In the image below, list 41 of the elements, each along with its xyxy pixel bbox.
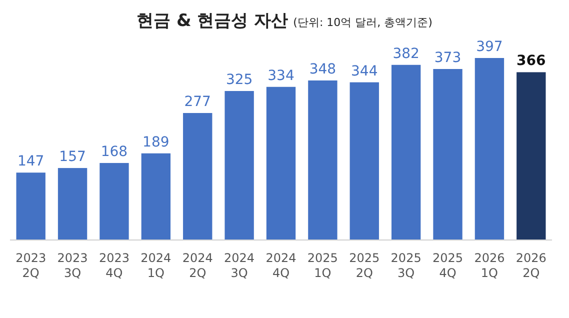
- data-label: 382: [392, 46, 420, 62]
- x-tick-label: 2025 3Q: [390, 251, 422, 280]
- x-tick-label: 2023 3Q: [57, 251, 88, 280]
- data-label: 157: [59, 149, 86, 166]
- data-label: 373: [434, 50, 462, 66]
- bar: [308, 80, 338, 240]
- bar: [183, 113, 212, 240]
- data-label: 366: [516, 53, 546, 70]
- data-label: 147: [17, 154, 44, 170]
- x-tick-label: 2024 1Q: [140, 251, 172, 280]
- data-label: 277: [184, 94, 211, 110]
- bar: [433, 69, 462, 240]
- bar: [141, 153, 171, 240]
- data-label: 334: [268, 68, 294, 84]
- x-tick-label: 2026 2Q: [516, 251, 546, 280]
- data-label: 189: [142, 134, 170, 150]
- data-label: 325: [226, 72, 253, 88]
- x-tick-label: 2023 2Q: [16, 251, 46, 280]
- chart-title: 현금 & 현금성 자산: [136, 11, 288, 31]
- bar: [16, 172, 46, 240]
- bar: [224, 91, 254, 240]
- data-label: 397: [476, 39, 503, 55]
- data-label: 344: [351, 63, 378, 80]
- x-tick-label: 2024 4Q: [266, 251, 296, 280]
- bar: [516, 72, 546, 240]
- x-tick-label: 2023 4Q: [98, 251, 130, 280]
- x-tick-label: 2024 3Q: [224, 251, 255, 280]
- bar: [391, 64, 421, 240]
- bar: [474, 58, 504, 240]
- x-tick-label: 2025 2Q: [349, 251, 380, 280]
- x-tick-label: 2025 4Q: [432, 251, 464, 280]
- bar: [100, 162, 129, 240]
- data-label: 168: [100, 144, 128, 160]
- bar: [350, 82, 379, 240]
- bar: [266, 86, 296, 240]
- x-tick-label: 2024 2Q: [182, 251, 213, 280]
- chart-subtitle: (단위: 10억 달러, 총액기준): [293, 16, 432, 29]
- bar: [58, 168, 88, 240]
- x-tick-label: 2026 1Q: [474, 251, 505, 280]
- x-tick-label: 2025 1Q: [307, 251, 338, 280]
- data-label: 348: [309, 61, 336, 78]
